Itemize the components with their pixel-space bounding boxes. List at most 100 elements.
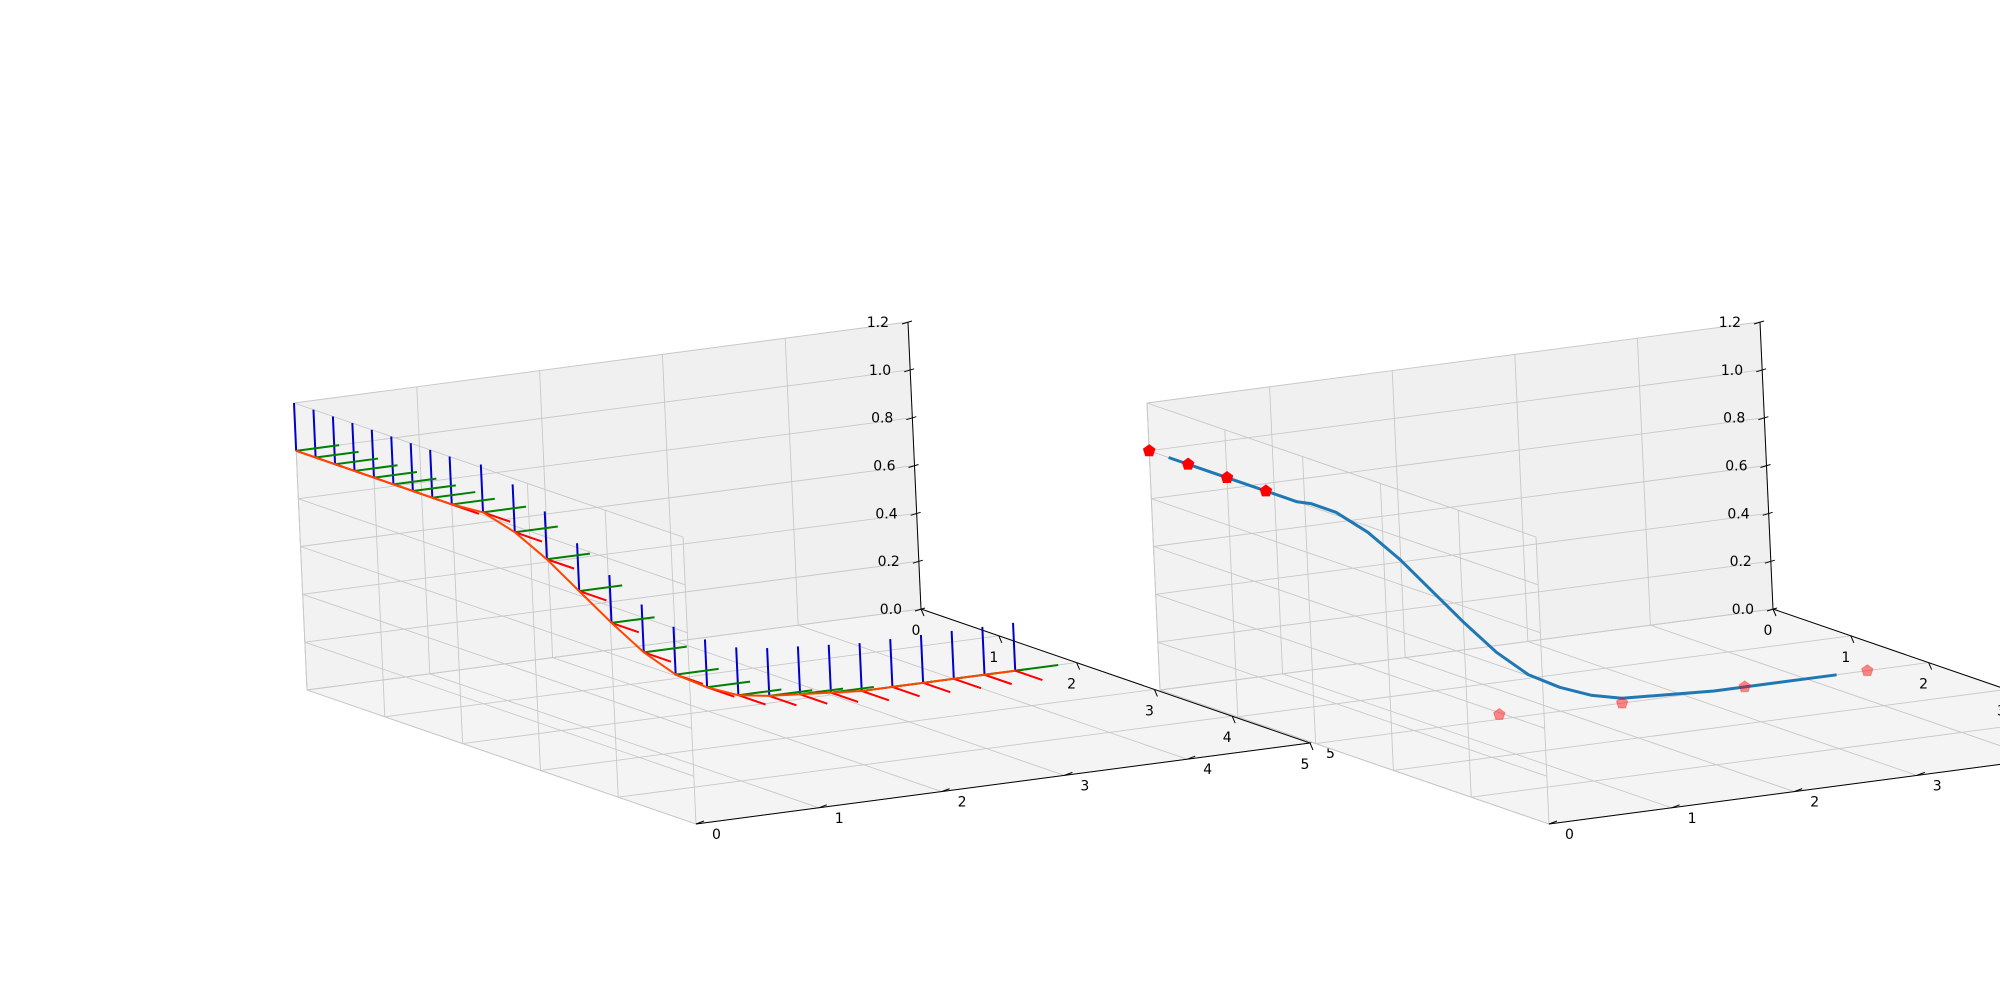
z-tick [910, 511, 921, 516]
frame-z-axis-mark [640, 604, 645, 653]
z-tick-label: 1.2 [867, 315, 889, 331]
z-tick-label: 1.2 [1719, 315, 1741, 331]
x-tick [1850, 635, 1855, 643]
left-3d-axes: 0 1 2 3 4 5 0 1 2 3 4 5 0.0 0.2 0.4 0.6 0.8 1.0 1.2 [695, 315, 1335, 843]
frame-y-axis-mark [643, 645, 687, 654]
x-tick-label: 4 [1223, 730, 1232, 746]
frame-y-axis-mark [579, 584, 623, 593]
frame-z-axis-mark [543, 511, 548, 560]
grid-line-y-floor [429, 673, 819, 809]
y-tick-label: 3 [1080, 778, 1089, 794]
y-tick [941, 788, 950, 793]
frame-z-axis-mark [293, 402, 298, 451]
z-tick-label: 1.0 [869, 363, 891, 379]
x-tick-label: 0 [1764, 623, 1773, 639]
marker-point [1738, 680, 1751, 693]
frame-z-axis-mark [981, 626, 986, 675]
frame-z-axis-mark [312, 409, 317, 458]
frame-y-axis-mark [354, 464, 398, 472]
x-tick-label: 2 [1919, 677, 1928, 693]
z-tick [1764, 559, 1775, 564]
marker-point [1615, 696, 1629, 709]
frame-y-axis-mark [738, 688, 782, 697]
x-tick [1772, 608, 1777, 617]
frame-z-axis-mark [1012, 622, 1017, 671]
frame-z-axis-mark [672, 626, 677, 675]
grid-line-y-floor [1405, 657, 1795, 793]
frame-z-axis-mark [608, 575, 613, 623]
frame-z-axis-mark [479, 464, 485, 513]
y-tick-label: 3 [1933, 778, 1942, 794]
z-tick-label: 0.4 [875, 506, 897, 522]
frame-x-axis-mark [861, 690, 890, 702]
y-tick [1794, 788, 1803, 793]
frame-y-axis-mark [393, 477, 437, 486]
frame-z-axis-mark [950, 630, 955, 679]
grid-line-y-floor [798, 624, 1188, 760]
right-3d-marks [1142, 444, 1874, 720]
grid-line-z [1153, 465, 1767, 681]
frame-z-axis-mark [858, 643, 863, 691]
y-tick [1916, 771, 1925, 776]
y-tick-label: 4 [1203, 762, 1212, 778]
y-tick-label: 2 [1810, 795, 1819, 811]
z-tick-label: 1.0 [1721, 363, 1743, 379]
z-tick [906, 416, 917, 421]
z-tick [1756, 368, 1767, 373]
frame-z-axis-mark [576, 543, 581, 592]
x-tick-label: 3 [1997, 703, 2000, 719]
y-axis-line [1548, 763, 2000, 825]
left-3d-marks [293, 402, 1059, 707]
frame-y-axis-mark [373, 470, 418, 479]
frame-z-axis-mark [351, 423, 356, 471]
frame-y-axis-mark [412, 484, 456, 493]
grid-line-z [1155, 512, 1769, 729]
frame-x-axis-mark [1014, 669, 1043, 682]
grid-line-y-floor [552, 657, 942, 793]
y-tick-label: 2 [958, 795, 967, 811]
grid-line-y-floor [1650, 624, 2000, 747]
z-tick-label: 0.6 [873, 459, 895, 475]
y-tick-label: 1 [1688, 811, 1697, 827]
frame-y-axis-mark [296, 444, 340, 452]
frame-z-axis-mark [827, 644, 832, 693]
grid-line-z [306, 608, 922, 825]
z-tick [908, 464, 919, 468]
frame-x-axis-mark [578, 590, 607, 602]
grid-line-z [304, 560, 919, 777]
frame-x-axis-mark [984, 673, 1013, 686]
frame-y-axis-mark [1015, 664, 1059, 672]
z-tick [914, 607, 926, 612]
frame-x-axis-mark [514, 531, 543, 543]
x-tick [1231, 716, 1236, 724]
frame-y-axis-mark [611, 616, 655, 624]
frame-x-axis-mark [643, 651, 672, 663]
grid-line-z [1146, 321, 1761, 538]
grid-line-z [1157, 560, 1771, 777]
frame-z-axis-mark [409, 443, 414, 492]
y-tick-label: 1 [835, 811, 844, 827]
z-tick-label: 0.0 [1732, 602, 1754, 618]
frame-y-axis-mark [451, 497, 495, 506]
grid-line-x-floor [618, 715, 1233, 798]
grid-line-x-floor [540, 688, 1155, 771]
y-tick-label: 0 [1565, 827, 1574, 843]
grid-line-x-floor [1237, 635, 1851, 718]
marker-point [1861, 664, 1874, 677]
z-tick [901, 320, 913, 325]
y-tick [695, 820, 705, 825]
frame-y-axis-mark [315, 450, 359, 459]
z-tick-label: 0.4 [1727, 506, 1749, 522]
frame-z-axis-mark [390, 436, 395, 485]
frame-z-axis-mark [370, 429, 375, 478]
z-tick-label: 0.8 [1723, 411, 1745, 427]
frame-z-axis-mark [796, 646, 802, 695]
z-tick [1753, 320, 1765, 325]
frame-y-axis-mark [706, 680, 751, 689]
frame-z-axis-mark [766, 648, 771, 696]
x-tick-label: 1 [989, 650, 998, 666]
frame-z-axis-mark [429, 449, 434, 498]
grid-line-x-floor [384, 635, 999, 718]
